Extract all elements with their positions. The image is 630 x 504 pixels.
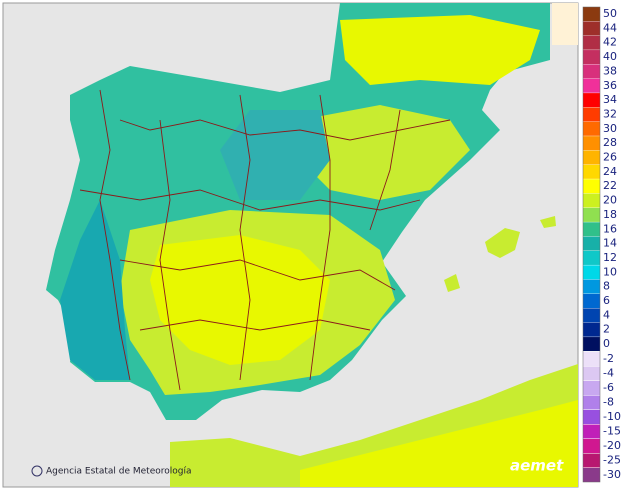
legend-label: 22 xyxy=(603,179,617,192)
legend-swatch xyxy=(583,395,600,410)
legend-label: 18 xyxy=(603,208,617,221)
legend-label: 40 xyxy=(603,50,617,63)
border xyxy=(79,189,421,211)
legend-swatch xyxy=(583,279,600,294)
legend-swatch xyxy=(583,207,600,222)
map: Agencia Estatal de Meteorología aemet xyxy=(2,2,579,488)
border xyxy=(119,119,451,141)
legend-swatch xyxy=(583,222,600,237)
legend-label: 4 xyxy=(603,308,610,321)
legend-swatch xyxy=(583,150,600,165)
legend-swatch xyxy=(583,468,600,482)
legend-label: 10 xyxy=(603,265,617,278)
legend-label: 26 xyxy=(603,151,617,164)
legend-swatch xyxy=(583,7,600,21)
legend-label: 32 xyxy=(603,107,617,120)
coast-zone xyxy=(60,200,130,380)
border xyxy=(99,89,131,381)
logo: aemet xyxy=(510,457,564,475)
legend-swatch xyxy=(583,78,600,93)
legend-label: 20 xyxy=(603,194,617,207)
border xyxy=(139,319,371,331)
legend-swatch xyxy=(583,439,600,453)
legend-label: 14 xyxy=(603,237,617,250)
legend-label: 42 xyxy=(603,36,617,49)
legend-frame xyxy=(582,6,601,483)
border xyxy=(369,109,401,231)
legend-label: -4 xyxy=(603,367,614,380)
legend-label: -20 xyxy=(603,439,621,452)
legend-label: 12 xyxy=(603,251,617,264)
legend-label: 44 xyxy=(603,21,617,34)
legend-label: -25 xyxy=(603,454,621,467)
legend-swatch xyxy=(583,352,600,366)
warm-zone-north xyxy=(300,105,470,200)
legend-swatch xyxy=(583,424,600,439)
attribution: Agencia Estatal de Meteorología xyxy=(46,467,192,477)
legend-label: 8 xyxy=(603,280,610,293)
legend-label: 28 xyxy=(603,136,617,149)
legend-swatch xyxy=(583,121,600,136)
legend-swatch xyxy=(583,193,600,208)
legend-label: -8 xyxy=(603,396,614,409)
border xyxy=(239,94,251,381)
legend-swatch xyxy=(583,107,600,122)
border xyxy=(309,94,331,381)
legend-label: -15 xyxy=(603,425,621,438)
border xyxy=(159,119,181,391)
legend-label: 38 xyxy=(603,64,617,77)
legend-swatch xyxy=(583,179,600,194)
legend-label: 36 xyxy=(603,79,617,92)
legend-label: 50 xyxy=(603,7,617,20)
hot-zone-north xyxy=(340,15,540,85)
legend-label: -10 xyxy=(603,410,621,423)
legend-label: -30 xyxy=(603,468,621,481)
legend-swatch xyxy=(583,136,600,151)
no-data-area xyxy=(552,3,578,45)
legend-label: -6 xyxy=(603,381,614,394)
legend-swatch xyxy=(583,337,600,352)
legend-label: 6 xyxy=(603,294,610,307)
island xyxy=(485,228,520,258)
legend-swatch xyxy=(583,64,600,79)
legend-swatch xyxy=(583,21,600,36)
legend-swatch xyxy=(583,236,600,251)
legend-swatch xyxy=(583,265,600,280)
legend-swatch xyxy=(583,453,600,468)
legend-swatch xyxy=(583,322,600,337)
legend-swatch xyxy=(583,410,600,424)
legend-swatch xyxy=(583,294,600,308)
legend-label: 0 xyxy=(603,337,610,350)
island xyxy=(444,274,460,292)
island xyxy=(540,216,556,228)
legend-label: 2 xyxy=(603,323,610,336)
legend-label: 34 xyxy=(603,93,617,106)
legend: 5044424038363432302826242220181614121086… xyxy=(582,6,621,483)
border xyxy=(119,259,396,291)
legend-swatch xyxy=(583,381,600,395)
legend-label: 30 xyxy=(603,122,617,135)
legend-swatch xyxy=(583,93,600,108)
legend-swatch xyxy=(583,308,600,323)
legend-label: 16 xyxy=(603,222,617,235)
copyright-icon xyxy=(31,465,43,477)
legend-swatch xyxy=(583,250,600,265)
legend-swatch xyxy=(583,164,600,179)
legend-swatch xyxy=(583,366,600,381)
legend-swatch xyxy=(583,35,600,50)
legend-label: -2 xyxy=(603,352,614,365)
africa-hot xyxy=(300,400,578,487)
legend-swatch xyxy=(583,50,600,65)
legend-label: 24 xyxy=(603,165,617,178)
